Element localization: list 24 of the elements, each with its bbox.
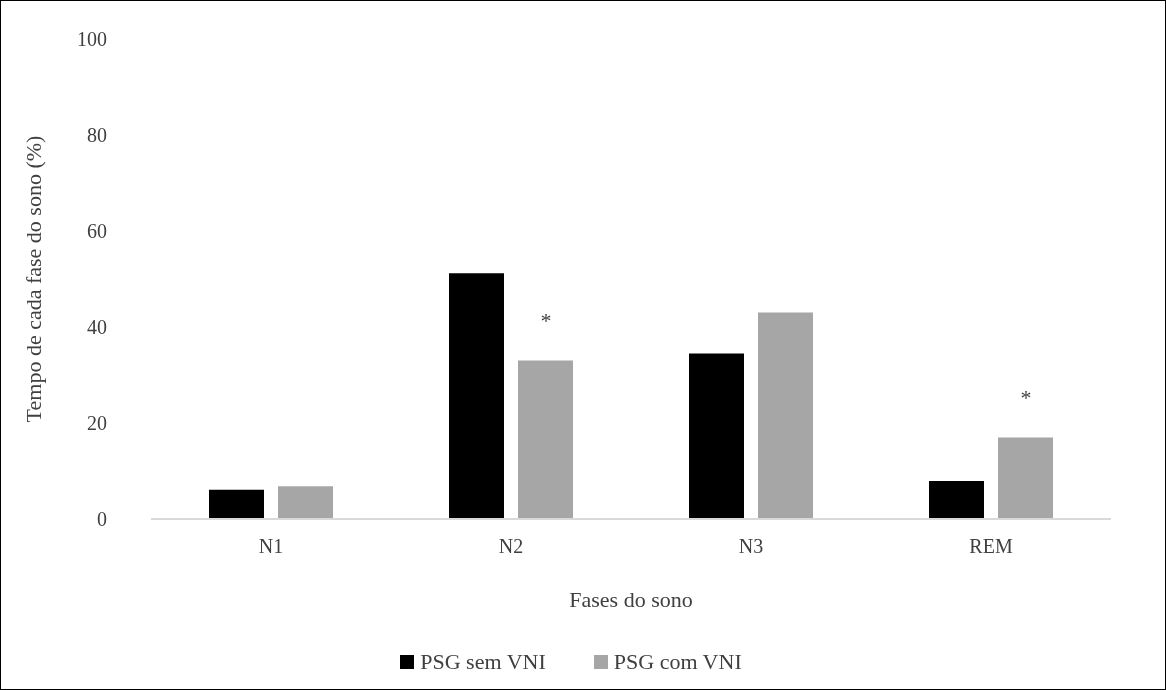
annotation: * (540, 308, 552, 334)
y-tick-label: 40 (87, 316, 107, 339)
y-tick-label: 60 (87, 220, 107, 243)
y-axis-title: Tempo de cada fase do sono (%) (20, 135, 46, 423)
x-tick-label: N2 (498, 535, 524, 558)
bar (449, 273, 504, 519)
bar (518, 360, 573, 519)
bar (758, 312, 813, 519)
bar (998, 437, 1053, 519)
x-tick-label: N3 (738, 535, 764, 558)
x-tick-label: N1 (258, 535, 284, 558)
y-tick-label: 20 (87, 412, 107, 435)
legend-label: PSG sem VNI (420, 649, 546, 675)
legend-label: PSG com VNI (613, 649, 742, 675)
bar (689, 353, 744, 519)
y-tick-label: 80 (87, 124, 107, 147)
y-tick-label: 100 (77, 28, 107, 51)
y-tick-label: 0 (97, 508, 107, 531)
bar (929, 481, 984, 519)
bar (278, 486, 333, 519)
annotation: * (1020, 385, 1032, 411)
bar (209, 489, 264, 519)
x-tick-label: REM (969, 535, 1013, 558)
x-axis-title: Fases do sono (569, 586, 693, 612)
